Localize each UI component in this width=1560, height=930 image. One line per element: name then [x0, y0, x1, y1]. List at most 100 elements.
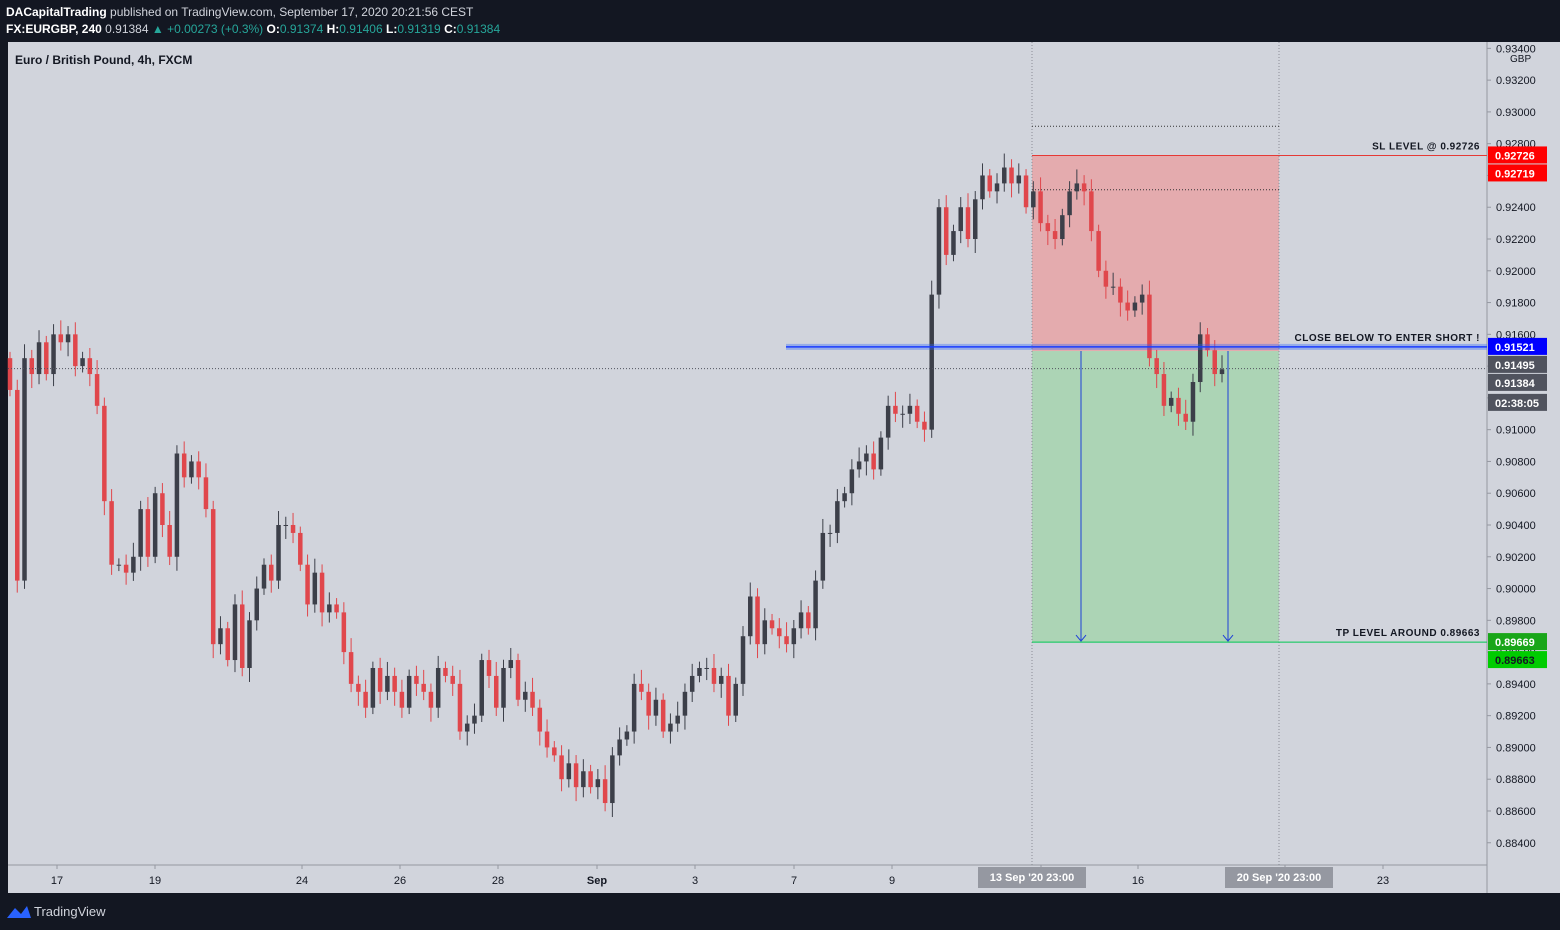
candle-body [951, 231, 956, 255]
candle-body [1212, 350, 1217, 375]
y-tick-label: 0.90400 [1496, 520, 1536, 532]
candle-body [392, 675, 397, 692]
y-tick-label: 0.89400 [1496, 679, 1536, 691]
candle-body [544, 731, 550, 748]
candle-body [653, 699, 659, 716]
symbol-label[interactable]: FX:EURGBP, 240 [6, 22, 102, 36]
candle-body [987, 175, 993, 192]
candle-body [254, 588, 260, 621]
footer-bar: TradingView [0, 893, 1560, 930]
x-tick-label: Sep [587, 875, 607, 887]
candle-body [668, 723, 673, 732]
candle-body [1183, 413, 1188, 422]
close-value: 0.91384 [456, 22, 501, 36]
tradingview-brand[interactable]: TradingView [34, 904, 106, 919]
x-tick-label: 9 [889, 875, 895, 887]
price-tag-label: 0.91495 [1495, 360, 1535, 372]
candle-body [1016, 175, 1022, 184]
candle-body [1197, 334, 1203, 383]
candle-body [218, 628, 223, 645]
candle-body [239, 604, 245, 668]
candle-body [726, 675, 731, 716]
price-tag-bg [1488, 164, 1547, 182]
entry-annotation: CLOSE BELOW TO ENTER SHORT ! [1295, 333, 1480, 344]
high-label: H: [326, 22, 340, 36]
price-tag-3: 0.91521 [1488, 337, 1547, 355]
candle-body [893, 405, 898, 414]
candle-body [501, 667, 506, 708]
candle-body [1052, 231, 1058, 240]
candle-body [617, 739, 622, 756]
candle-body [581, 771, 586, 788]
candle-body [225, 628, 230, 661]
candle-body [65, 334, 71, 343]
candle-body [994, 183, 1000, 192]
candle-body [936, 207, 942, 295]
candles-group [7, 153, 1225, 818]
candle-body [370, 667, 376, 708]
candle-body [15, 389, 20, 581]
price-tag-bg [1488, 355, 1547, 373]
candle-body [922, 421, 927, 430]
candle-body [1067, 191, 1072, 216]
y-tick-label: 0.91800 [1496, 298, 1536, 310]
candle-body [131, 556, 136, 573]
y-tick-label: 0.93400 [1496, 43, 1536, 55]
candle-body [22, 358, 27, 581]
price-tag-label: 0.91521 [1495, 342, 1535, 354]
y-tick-label: 0.89800 [1496, 615, 1536, 627]
candle-body [827, 532, 833, 534]
y-tick-label: 0.88400 [1496, 838, 1536, 850]
chart-header: DACapitalTrading published on TradingVie… [0, 0, 1560, 42]
x-tick-label: 19 [149, 875, 161, 887]
candle-body [210, 509, 216, 645]
candle-body [1074, 183, 1080, 192]
candle-body [377, 667, 383, 692]
candle-body [711, 667, 717, 684]
candle-body [1219, 369, 1225, 375]
candle-body [1045, 223, 1051, 232]
candle-body [718, 675, 724, 684]
published-text: published on TradingView.com, September … [110, 5, 474, 19]
candle-body [348, 652, 354, 684]
candle-body [305, 564, 310, 605]
candle-body [820, 532, 826, 581]
candle-body [1089, 191, 1094, 232]
candle-body [864, 453, 869, 462]
price-tag-bg [1488, 651, 1547, 669]
open-value: 0.91374 [279, 22, 324, 36]
candle-body [109, 501, 114, 565]
x-tick-label: 7 [791, 875, 797, 887]
y-tick-label: 0.90600 [1496, 488, 1536, 500]
candle-body [80, 358, 85, 367]
tradingview-logo-icon [7, 906, 31, 918]
candle-body [232, 604, 238, 661]
price-tag-bg [1488, 373, 1547, 391]
candle-body [1009, 167, 1014, 184]
price-tag-8: 0.89663 [1488, 651, 1547, 669]
candle-body [1038, 191, 1043, 224]
candle-body [312, 572, 318, 605]
candle-body [356, 683, 361, 692]
candle-body [704, 667, 709, 669]
candle-body [189, 461, 194, 478]
y-tick-label: 0.93000 [1496, 107, 1536, 119]
candle-body [566, 763, 572, 780]
candle-body [414, 675, 419, 684]
candle-body [762, 620, 768, 645]
candle-body [682, 691, 688, 716]
x-tick-label: 28 [492, 875, 504, 887]
publisher-name[interactable]: DACapitalTrading [6, 5, 107, 19]
x-tick-label: 3 [692, 875, 698, 887]
candle-body [733, 683, 738, 716]
candle-body [73, 334, 78, 367]
y-axis-unit: GBP [1510, 54, 1531, 65]
candle-body [1205, 334, 1210, 351]
y-tick-label: 0.88600 [1496, 806, 1536, 818]
candle-body [1081, 183, 1087, 192]
target-arrow-head-1 [1075, 634, 1087, 642]
price-tag-bg [1488, 633, 1547, 651]
candle-body [552, 747, 557, 756]
candle-body [1023, 175, 1029, 208]
